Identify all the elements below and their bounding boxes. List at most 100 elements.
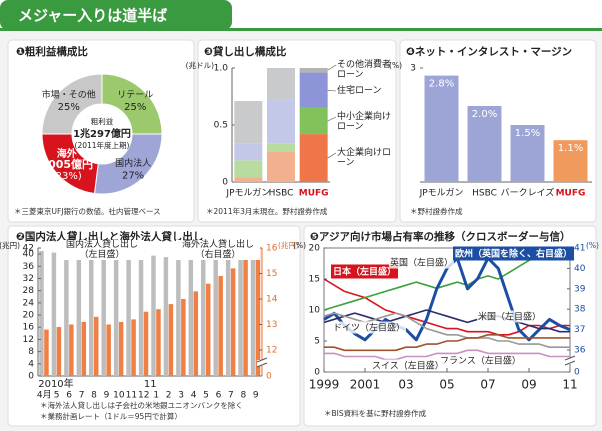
bar	[510, 125, 545, 182]
x-tick-label: MUFG	[299, 189, 329, 199]
segment-label: リテール	[117, 89, 153, 100]
y-tick-label: 15	[266, 269, 277, 279]
y-tick-label: 3	[410, 64, 416, 74]
segment-value-label: 27%	[122, 170, 144, 181]
axis-unit: (兆円)	[278, 240, 299, 250]
y-tick-label: 20	[23, 311, 35, 321]
series-label: 大企業向けローン	[337, 148, 392, 168]
bar	[181, 299, 186, 376]
year-label: 11	[144, 379, 157, 390]
series-label: 住宅ローン	[337, 86, 382, 96]
x-tick-label: 6	[216, 391, 222, 401]
x-tick-label: 8	[91, 391, 97, 401]
series-line	[323, 309, 570, 333]
bar	[94, 316, 99, 376]
x-tick-label: 2001	[350, 378, 381, 392]
bar	[113, 255, 119, 376]
bar	[126, 255, 131, 376]
y-tick-label: 8	[28, 347, 34, 357]
bar	[51, 252, 57, 376]
y-tick-label: 15	[309, 275, 320, 285]
y-tick-label: 36	[23, 262, 35, 272]
x-tick-label: 6	[66, 391, 72, 401]
bar	[81, 321, 87, 376]
bar-segment	[267, 151, 295, 182]
y-tick-label: 16	[23, 323, 35, 333]
y-tick-label: 14	[266, 295, 278, 305]
x-tick-label: バークレイズ	[501, 187, 555, 199]
x-tick-label: 5	[54, 391, 60, 401]
x-tick-label: 12	[138, 391, 149, 401]
footnote: ＊業務計画レート（1ドル＝95円で計算）	[40, 411, 182, 421]
label-box	[453, 246, 575, 261]
bar	[168, 304, 174, 376]
y-tick-label: 24	[23, 298, 35, 308]
bar	[131, 319, 136, 376]
footnote: ＊海外法人貸し出しは子会社の米地銀ユニオンバンクを除く	[40, 400, 243, 410]
y-tick-label: 28	[23, 286, 35, 296]
series-label: 中小企業向けローン	[337, 112, 392, 132]
bar	[156, 309, 161, 376]
panel	[7, 39, 195, 223]
bar	[238, 258, 243, 376]
leader-line	[327, 64, 337, 71]
series-label: 欧州（英国を除く、右目盛）	[455, 248, 572, 260]
x-tick-label: 1	[153, 391, 159, 401]
x-tick-label: 03	[398, 378, 413, 392]
chart-title: ❶粗利益構成比	[16, 45, 88, 58]
banner-rule	[0, 28, 602, 31]
x-tick-label: 8	[240, 391, 246, 401]
chart-title: ❹ネット・インタレスト・マージン	[406, 46, 572, 58]
footnote: ＊2011年3月末現在。野村證券作成	[206, 206, 328, 216]
bar-segment	[299, 68, 328, 73]
value-label: 1.5%	[515, 128, 540, 139]
x-tick-label: 9	[253, 391, 259, 401]
bar	[553, 140, 588, 182]
y-tick-label: 32	[23, 274, 34, 284]
bar	[106, 324, 111, 376]
y-tick-label: 42	[23, 244, 34, 254]
bar	[218, 276, 223, 376]
x-tick-label: 11	[562, 378, 577, 392]
bar	[101, 254, 106, 376]
bar	[424, 75, 459, 182]
y-tick-label: 0	[222, 178, 228, 188]
y-tick-label: 4	[28, 359, 34, 369]
bar-segment	[299, 107, 328, 135]
segment-label: 市場・その他	[42, 88, 96, 100]
bar	[64, 254, 69, 376]
bar-segment	[234, 160, 263, 178]
footnote: ＊野村證券作成	[410, 206, 463, 216]
series-label: スイス（左目盛）	[372, 360, 444, 372]
banner-title: メジャー入りは道半ば	[18, 7, 167, 25]
y-tick-label: 5	[314, 337, 320, 347]
y-tick-label: 0	[266, 372, 272, 382]
y-tick-label: 41	[574, 244, 585, 254]
x-tick-label: MUFG	[556, 189, 586, 199]
segment-label: 海外	[57, 147, 77, 160]
label-bg	[332, 321, 407, 334]
center-label: 粗利益	[91, 116, 114, 126]
bar	[193, 291, 199, 376]
bar	[201, 257, 206, 376]
footnote: ＊三菱東京UFJ銀行の数値。社内管理ベース	[14, 206, 161, 216]
series-line	[324, 334, 570, 352]
segment-annotation: 3005億円	[40, 157, 93, 171]
bar	[206, 283, 211, 376]
y-tick-label: 12	[266, 346, 277, 356]
axis-break	[256, 357, 268, 368]
segment-label: 国内法人	[115, 157, 151, 169]
y-tick-label: 40	[574, 264, 586, 274]
y-tick-label: 39	[574, 284, 586, 294]
label-bg	[477, 310, 543, 323]
y-tick-label: 0	[28, 372, 34, 382]
bar-segment	[267, 68, 295, 100]
axis-unit: (%)	[389, 61, 402, 70]
y-tick-label: 13	[266, 320, 277, 330]
x-tick-label: 10	[113, 391, 125, 401]
leader-line	[327, 116, 337, 122]
year-label: 2010年	[38, 377, 73, 390]
bar-segment	[234, 177, 263, 182]
series-label: 国内法人貸し出し（左目盛）	[60, 240, 144, 260]
